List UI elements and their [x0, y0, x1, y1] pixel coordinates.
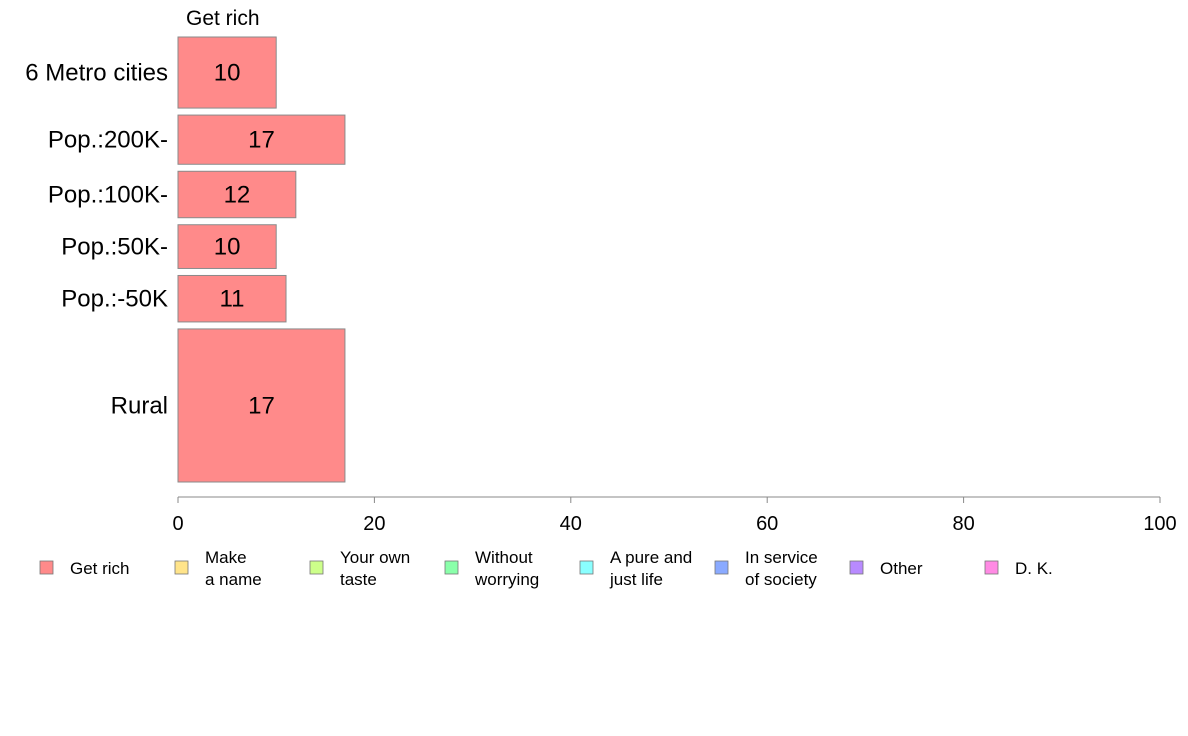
- legend-swatch: [309, 560, 324, 575]
- legend-label: a name: [205, 570, 262, 589]
- x-tick-label: 40: [560, 513, 582, 535]
- bar-value-label: 10: [214, 60, 241, 87]
- x-tick-label: 100: [1143, 513, 1176, 535]
- category-label: Rural: [111, 392, 168, 419]
- legend-swatch: [174, 560, 189, 575]
- legend-swatch: [714, 560, 729, 575]
- category-labels-group: 6 Metro cities Pop.:200K- Pop.:100K- Pop.:5…: [25, 60, 168, 420]
- legend-label: A pure and: [610, 548, 692, 567]
- legend: Get rich Make a name Your own taste Without wo…: [39, 548, 1053, 589]
- legend-swatch: [984, 560, 999, 575]
- category-label: Pop.:50K-: [61, 234, 168, 261]
- legend-swatch: [444, 560, 459, 575]
- bar: [177, 36, 277, 109]
- legend-entry: Without worrying: [444, 548, 539, 589]
- legend-label: D. K.: [1015, 559, 1053, 578]
- legend-entry: Make a name: [174, 548, 262, 589]
- legend-label: taste: [340, 570, 377, 589]
- legend-label: In service: [745, 548, 818, 567]
- legend-label: Make: [205, 548, 247, 567]
- x-tick-label: 60: [756, 513, 778, 535]
- legend-entry: In service of society: [714, 548, 818, 589]
- legend-entry: A pure and just life: [579, 548, 692, 589]
- legend-label: Your own: [340, 548, 410, 567]
- bar: [177, 328, 346, 483]
- legend-label: just life: [609, 570, 663, 589]
- bar: [177, 170, 297, 219]
- category-label: 6 Metro cities: [25, 60, 168, 87]
- bar: [177, 114, 346, 165]
- bar-value-label: 12: [224, 182, 251, 209]
- legend-label: Without: [475, 548, 533, 567]
- category-label: Pop.:200K-: [48, 127, 168, 154]
- category-label: Pop.:-50K: [61, 286, 168, 313]
- legend-entry: Your own taste: [309, 548, 410, 589]
- legend-swatch: [579, 560, 594, 575]
- x-tick-label: 20: [363, 513, 385, 535]
- bar-value-label: 11: [220, 286, 245, 313]
- legend-swatch: [39, 560, 54, 575]
- legend-entry: Get rich: [39, 559, 130, 578]
- bars-group: 10 17 12 10 11 17: [177, 36, 346, 483]
- legend-label: Other: [880, 559, 923, 578]
- legend-label: Get rich: [70, 559, 130, 578]
- legend-label: of society: [745, 570, 817, 589]
- bar: [177, 274, 287, 323]
- series-heading: Get rich: [186, 7, 260, 30]
- legend-entry: D. K.: [984, 559, 1053, 578]
- bar-value-label: 17: [248, 127, 275, 154]
- series-heading-group: Get rich: [186, 7, 260, 30]
- x-tick-label: 0: [172, 513, 183, 535]
- bar: [177, 224, 277, 269]
- bar-value-label: 10: [214, 234, 241, 261]
- legend-label: worrying: [474, 570, 539, 589]
- x-tick-label: 80: [952, 513, 974, 535]
- bar-value-label: 17: [248, 392, 275, 419]
- category-label: Pop.:100K-: [48, 182, 168, 209]
- legend-swatch: [849, 560, 864, 575]
- legend-entry: Other: [849, 559, 923, 578]
- x-axis: 0 20 40 60 80 100: [172, 496, 1177, 535]
